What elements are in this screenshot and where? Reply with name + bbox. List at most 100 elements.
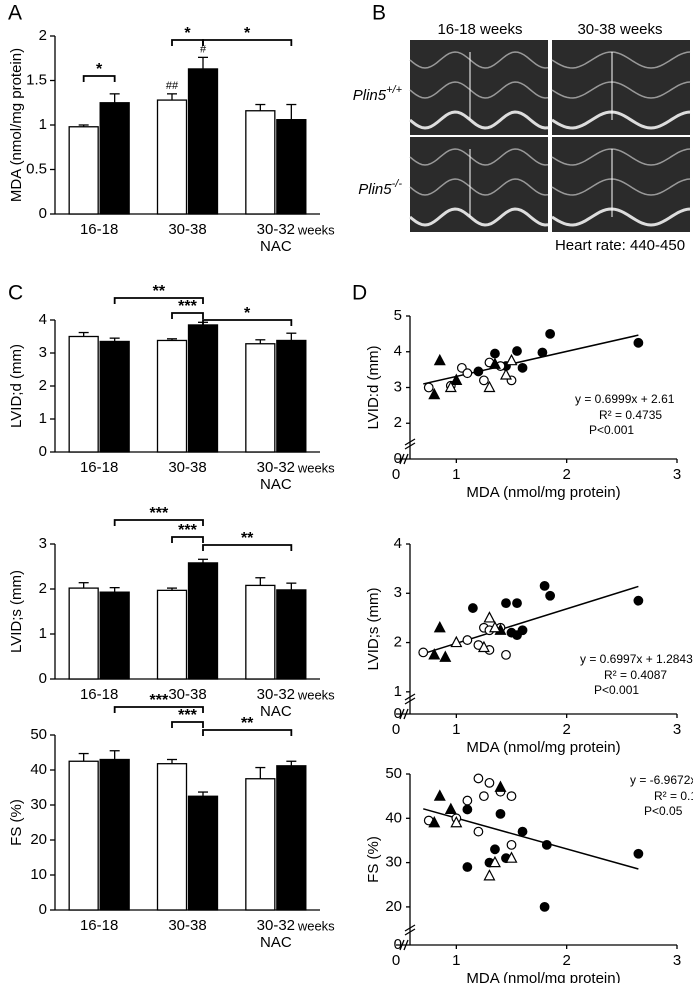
x-tick-label: 16-18: [80, 917, 118, 934]
bracket-label: ***: [149, 505, 168, 522]
y-tick-label: 3: [394, 584, 402, 601]
y-axis-label: LVID:d (mm): [365, 346, 382, 430]
point: [494, 780, 507, 792]
point: [505, 851, 518, 863]
bar: [276, 765, 307, 911]
y-tick-label: 30: [385, 854, 402, 871]
column-label: 30-38 weeks: [577, 21, 662, 38]
bracket: [202, 729, 293, 736]
x-break-tick-label: 0: [392, 721, 400, 738]
echo-trace: [409, 148, 549, 166]
point: [444, 802, 457, 815]
bar: [68, 335, 99, 453]
point: [444, 380, 457, 393]
echo-trace: [409, 110, 549, 130]
echo-panel: 16-18 weeks 30-38 weeks Plin5+/+ Plin5-/…: [353, 21, 691, 254]
x-tick-label: 2: [562, 721, 570, 738]
x-break-tick-label: 0: [392, 952, 400, 969]
point: [428, 648, 441, 660]
y-tick-label: 4: [394, 343, 402, 360]
x-tick-label: 16-18: [80, 686, 118, 703]
y-tick-label: 2: [394, 414, 402, 431]
bar: [245, 110, 276, 215]
x-tick-label: 3: [673, 466, 681, 483]
y-tick-label: 20: [30, 831, 47, 848]
echo-trace: [551, 81, 691, 99]
bracket-label: ***: [149, 692, 168, 709]
point: [423, 382, 434, 393]
point: [462, 795, 473, 806]
y-tick-label: 3: [394, 378, 402, 395]
equation: y = 0.6997x + 1.2843: [580, 652, 693, 666]
point: [473, 773, 484, 784]
bar-annotation: #: [200, 43, 207, 55]
x-axis-label: MDA (nmol/mg protein): [466, 739, 620, 756]
echo-trace: [409, 207, 549, 227]
x-tick-label: 30-32: [257, 459, 295, 476]
point: [484, 777, 495, 788]
y-tick-label: 1: [394, 683, 402, 700]
point: [462, 368, 473, 379]
point: [428, 815, 441, 828]
category-unit: weeks: [297, 918, 335, 933]
row-label-text: Plin5: [353, 87, 387, 104]
point: [488, 620, 501, 633]
echo-trace: [409, 81, 549, 99]
bar-annotation: ##: [166, 80, 179, 92]
point: [433, 789, 446, 801]
x-tick-label: 30-32: [257, 221, 295, 238]
echo-trace: [551, 148, 691, 166]
point: [506, 791, 517, 802]
point: [501, 598, 511, 609]
point: [512, 630, 522, 641]
y-tick-label: 1: [39, 625, 47, 642]
point: [495, 808, 506, 819]
bracket-label: *: [96, 61, 103, 78]
bar: [276, 119, 307, 215]
r-squared: R² = 0.4087: [604, 668, 667, 682]
point: [439, 650, 452, 662]
x-tick-label: 3: [673, 952, 681, 969]
point: [512, 598, 522, 609]
bracket-label: *: [184, 25, 191, 42]
trend-line: [423, 334, 639, 385]
x-tick-label: 2: [562, 466, 570, 483]
point: [433, 353, 446, 366]
point: [473, 366, 484, 377]
echo-image: [552, 137, 690, 232]
x-tick-label: 30-32: [257, 686, 295, 703]
y-axis-label: FS (%): [365, 836, 382, 883]
x-tick-label: 30-32: [257, 917, 295, 934]
point: [499, 368, 512, 380]
x-tick-label: 16-18: [80, 221, 118, 238]
y-tick-label: 0.5: [26, 160, 47, 177]
y-break-tick-label: 0: [394, 936, 402, 953]
echo-trace: [551, 207, 691, 227]
y-tick-label: 50: [385, 765, 402, 782]
bar: [156, 589, 188, 680]
bracket-label: **: [153, 283, 166, 300]
y-break-tick-label: 0: [394, 705, 402, 722]
point: [433, 620, 446, 633]
point: [501, 649, 511, 660]
bar: [245, 343, 276, 453]
p-value: P<0.001: [594, 683, 639, 697]
y-tick-label: 3: [39, 344, 47, 361]
point: [479, 791, 489, 802]
echo-trace: [551, 110, 691, 130]
y-tick-label: 0: [39, 205, 47, 222]
bar: [68, 760, 99, 911]
bar: [156, 99, 188, 215]
bracket: [171, 721, 204, 728]
bar: [245, 584, 276, 680]
x-tick-label: 1: [452, 721, 460, 738]
echo-trace: [409, 178, 549, 196]
axis-break: [399, 708, 409, 720]
point: [490, 844, 500, 855]
point: [418, 647, 429, 658]
bracket-label: **: [241, 715, 254, 732]
bracket-label: **: [241, 530, 254, 547]
axis-break: [404, 693, 416, 705]
point: [541, 839, 552, 850]
category-unit: weeks: [297, 222, 335, 237]
